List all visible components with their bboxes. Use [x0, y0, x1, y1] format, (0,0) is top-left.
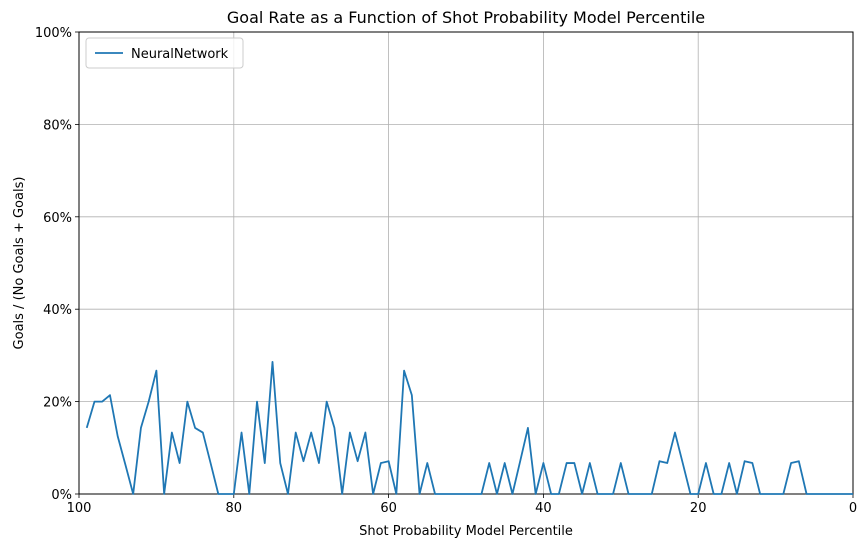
y-tick-label: 100%	[35, 26, 72, 41]
series-lines	[85, 360, 853, 495]
x-tick-label: 0	[849, 501, 857, 516]
series-line-neuralnetwork	[85, 360, 853, 495]
chart-title: Goal Rate as a Function of Shot Probabil…	[227, 8, 705, 27]
legend: NeuralNetwork	[85, 37, 244, 69]
x-tick-label: 100	[67, 501, 92, 516]
y-axis-label: Goals / (No Goals + Goals)	[12, 177, 27, 350]
y-tick-label: 60%	[43, 211, 72, 226]
x-axis-ticks: 100 80 60 40 20 0	[67, 494, 857, 516]
y-tick-label: 20%	[43, 396, 72, 411]
y-tick-label: 40%	[43, 303, 72, 318]
x-tick-label: 20	[690, 501, 707, 516]
x-tick-label: 40	[535, 501, 552, 516]
legend-label-neuralnetwork: NeuralNetwork	[131, 47, 229, 62]
x-axis-label: Shot Probability Model Percentile	[359, 524, 573, 539]
y-tick-label: 0%	[51, 488, 72, 503]
legend-box	[85, 37, 244, 69]
plot-area-frame	[78, 31, 854, 495]
y-axis-ticks: 0% 20% 40% 60% 80% 100%	[35, 26, 79, 503]
x-tick-label: 60	[380, 501, 397, 516]
x-tick-label: 80	[226, 501, 243, 516]
y-tick-label: 80%	[43, 118, 72, 133]
grid-lines	[78, 31, 854, 495]
